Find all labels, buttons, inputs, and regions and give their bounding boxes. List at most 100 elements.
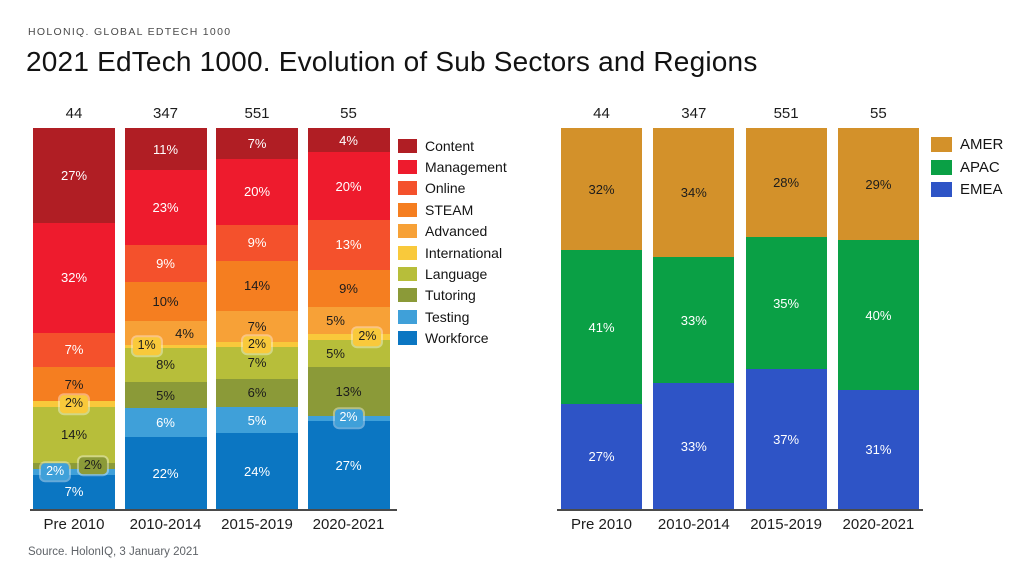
segment-management: 32% — [33, 222, 115, 333]
segment-label: 32% — [60, 270, 88, 286]
category-label: Pre 2010 — [43, 516, 105, 533]
segment-label: 33% — [680, 312, 707, 328]
legend-color-swatch — [398, 202, 417, 217]
category-label: Pre 2010 — [571, 516, 632, 533]
legend-color-swatch — [398, 267, 417, 282]
segment-apac: 35% — [745, 236, 827, 370]
segment-steam: 14% — [216, 261, 298, 311]
segment-label: 24% — [243, 463, 271, 479]
segment-management: 23% — [124, 170, 207, 245]
legend-item-workforce: Workforce — [398, 328, 507, 349]
segment-language: 14% — [33, 407, 115, 463]
segment-online: 9% — [216, 224, 298, 262]
legend-item-online: Online — [398, 178, 507, 199]
bar-total: 55 — [870, 105, 887, 122]
legend-label: STEAM — [425, 201, 474, 218]
legend-label: APAC — [960, 158, 1000, 176]
segment-apac: 41% — [561, 250, 642, 404]
segment-testing: 2% — [307, 409, 390, 428]
segment-label: 31% — [865, 441, 892, 457]
segment-tutoring: 5% — [124, 382, 207, 409]
segment-label: 37% — [773, 431, 800, 447]
bar-total: 551 — [773, 105, 799, 122]
segment-emea: 27% — [561, 403, 642, 509]
bar-total: 44 — [593, 105, 610, 122]
legend-item-testing: Testing — [398, 306, 507, 327]
category-labels-row: Pre 2010 2010-2014 2015-2019 2020-2021 — [557, 516, 923, 533]
segment-label: 10% — [152, 293, 179, 309]
bar-2020-2021: 4% 20% 13% 9% 5% 2% 5% 13% 2% 27% — [307, 128, 390, 510]
bar-2010-2014: 34% 33% 33% — [653, 128, 735, 509]
segment-tutoring: 2% — [33, 456, 115, 475]
legend-item-steam: STEAM — [398, 199, 507, 220]
segment-apac: 40% — [837, 240, 919, 390]
legend-color-swatch — [931, 136, 952, 152]
segment-international: 1% — [124, 337, 207, 356]
segment-label: 7% — [64, 376, 84, 392]
legend-label: Online — [425, 180, 466, 197]
legend-item-emea: EMEA — [931, 179, 1003, 202]
regions-legend: AMER APAC EMEA — [931, 133, 1003, 201]
segment-management: 20% — [216, 159, 298, 225]
page-title: 2021 EdTech 1000. Evolution of Sub Secto… — [26, 46, 758, 77]
segment-steam: 10% — [124, 281, 207, 322]
legend-item-apac: APAC — [931, 156, 1003, 179]
segment-label: 20% — [243, 184, 271, 200]
legend-color-swatch — [398, 288, 417, 303]
segment-apac: 33% — [653, 257, 735, 384]
segment-label: 32% — [588, 181, 615, 197]
legend-item-management: Management — [398, 156, 507, 177]
segment-label: 1% — [132, 337, 161, 356]
legend-label: Tutoring — [425, 287, 476, 304]
segment-label: 34% — [680, 185, 707, 201]
legend-label: EMEA — [960, 181, 1003, 199]
bar-totals-row: 44 347 551 55 — [30, 104, 397, 128]
segment-international: 2% — [216, 335, 298, 354]
segment-emea: 37% — [745, 369, 827, 510]
segment-content: 11% — [124, 128, 207, 171]
bar-pre-2010: 27% 32% 7% 7% 2% 14% 2% 2% 7% — [33, 128, 115, 509]
segment-online: 13% — [307, 220, 390, 270]
legend-color-swatch — [398, 309, 417, 324]
segment-label: 11% — [152, 141, 179, 157]
segment-label: 13% — [335, 237, 362, 253]
segment-tutoring: 13% — [307, 366, 390, 416]
segment-emea: 33% — [653, 383, 735, 509]
legend-item-international: International — [398, 242, 507, 263]
x-axis — [30, 509, 397, 511]
legend-color-swatch — [398, 160, 417, 175]
segment-label: 22% — [152, 465, 179, 481]
category-label: 2020-2021 — [842, 516, 915, 533]
segment-online: 9% — [124, 244, 207, 282]
category-label: 2010-2014 — [129, 516, 202, 533]
segment-label: 9% — [247, 235, 267, 251]
segment-label: 9% — [339, 280, 358, 296]
bar-total: 551 — [244, 105, 270, 122]
segment-label: 29% — [865, 176, 892, 192]
segment-amer: 29% — [837, 128, 919, 241]
legend-label: Testing — [425, 308, 470, 325]
segment-label: 4% — [175, 325, 194, 341]
segment-emea: 31% — [837, 389, 919, 509]
bar-total: 347 — [681, 105, 707, 122]
segment-label: 2% — [41, 462, 70, 481]
segment-label: 35% — [773, 295, 800, 311]
segment-workforce: 24% — [216, 433, 298, 510]
legend-item-content: Content — [398, 135, 507, 156]
segment-content: 27% — [33, 128, 115, 223]
segment-label: 7% — [64, 342, 84, 358]
category-label: 2020-2021 — [312, 516, 385, 533]
segment-label: 41% — [588, 319, 615, 335]
segment-label: 7% — [247, 318, 267, 334]
segment-label: 27% — [588, 448, 615, 464]
segment-label: 9% — [156, 255, 175, 271]
segment-content: 4% — [307, 128, 390, 153]
segment-label: 2% — [242, 335, 272, 354]
segment-testing: 6% — [124, 408, 207, 438]
segment-label: 14% — [243, 278, 271, 294]
segment-label: 20% — [335, 178, 362, 194]
segment-label: 33% — [680, 438, 707, 454]
segment-label: 2% — [353, 328, 382, 346]
segment-international: 2% — [33, 395, 115, 414]
segment-label: 27% — [335, 457, 362, 473]
